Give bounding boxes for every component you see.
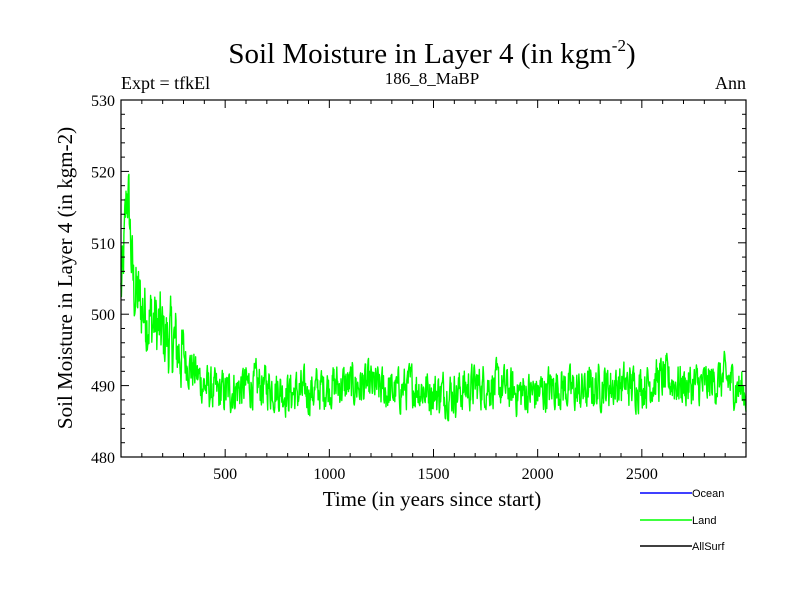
legend: Ocean Land AllSurf [640,488,725,553]
x-tick-label: 1000 [313,466,345,483]
y-tick-label: 510 [91,236,115,253]
legend-label: Land [692,515,716,527]
chart-title-end: ) [626,38,636,70]
chart-title: Soil Moisture in Layer 4 (in kgm-2) [228,36,635,70]
y-tick-label: 520 [91,164,115,181]
expt-label: Expt = tfkEl [121,73,210,93]
chart-title-sup: -2 [612,36,626,55]
legend-label: AllSurf [692,541,725,553]
series-line-land [120,173,747,422]
tick-layer: 500 1000 1500 2000 2500 480 490 500 510 520 530 [91,93,746,483]
chart-title-main: Soil Moisture in Layer 4 (in kgm [228,38,612,70]
chart-subtitle: 186_8_MaBP [385,69,479,88]
y-tick-label: 480 [91,450,115,467]
series-layer [120,173,747,422]
x-tick-label: 2000 [522,466,554,483]
y-tick-label: 530 [91,93,115,110]
y-tick-label: 500 [91,307,115,324]
y-tick-label: 490 [91,379,115,396]
y-axis-label: Soil Moisture in Layer 4 (in kgm-2) [53,127,77,429]
period-label: Ann [715,73,746,93]
x-tick-label: 2500 [626,466,658,483]
x-axis-label: Time (in years since start) [323,487,542,511]
x-tick-label: 1500 [418,466,450,483]
x-tick-label: 500 [213,466,237,483]
legend-label: Ocean [692,488,724,500]
y-axis-label-text: Soil Moisture in Layer 4 (in kgm-2) [53,127,77,429]
